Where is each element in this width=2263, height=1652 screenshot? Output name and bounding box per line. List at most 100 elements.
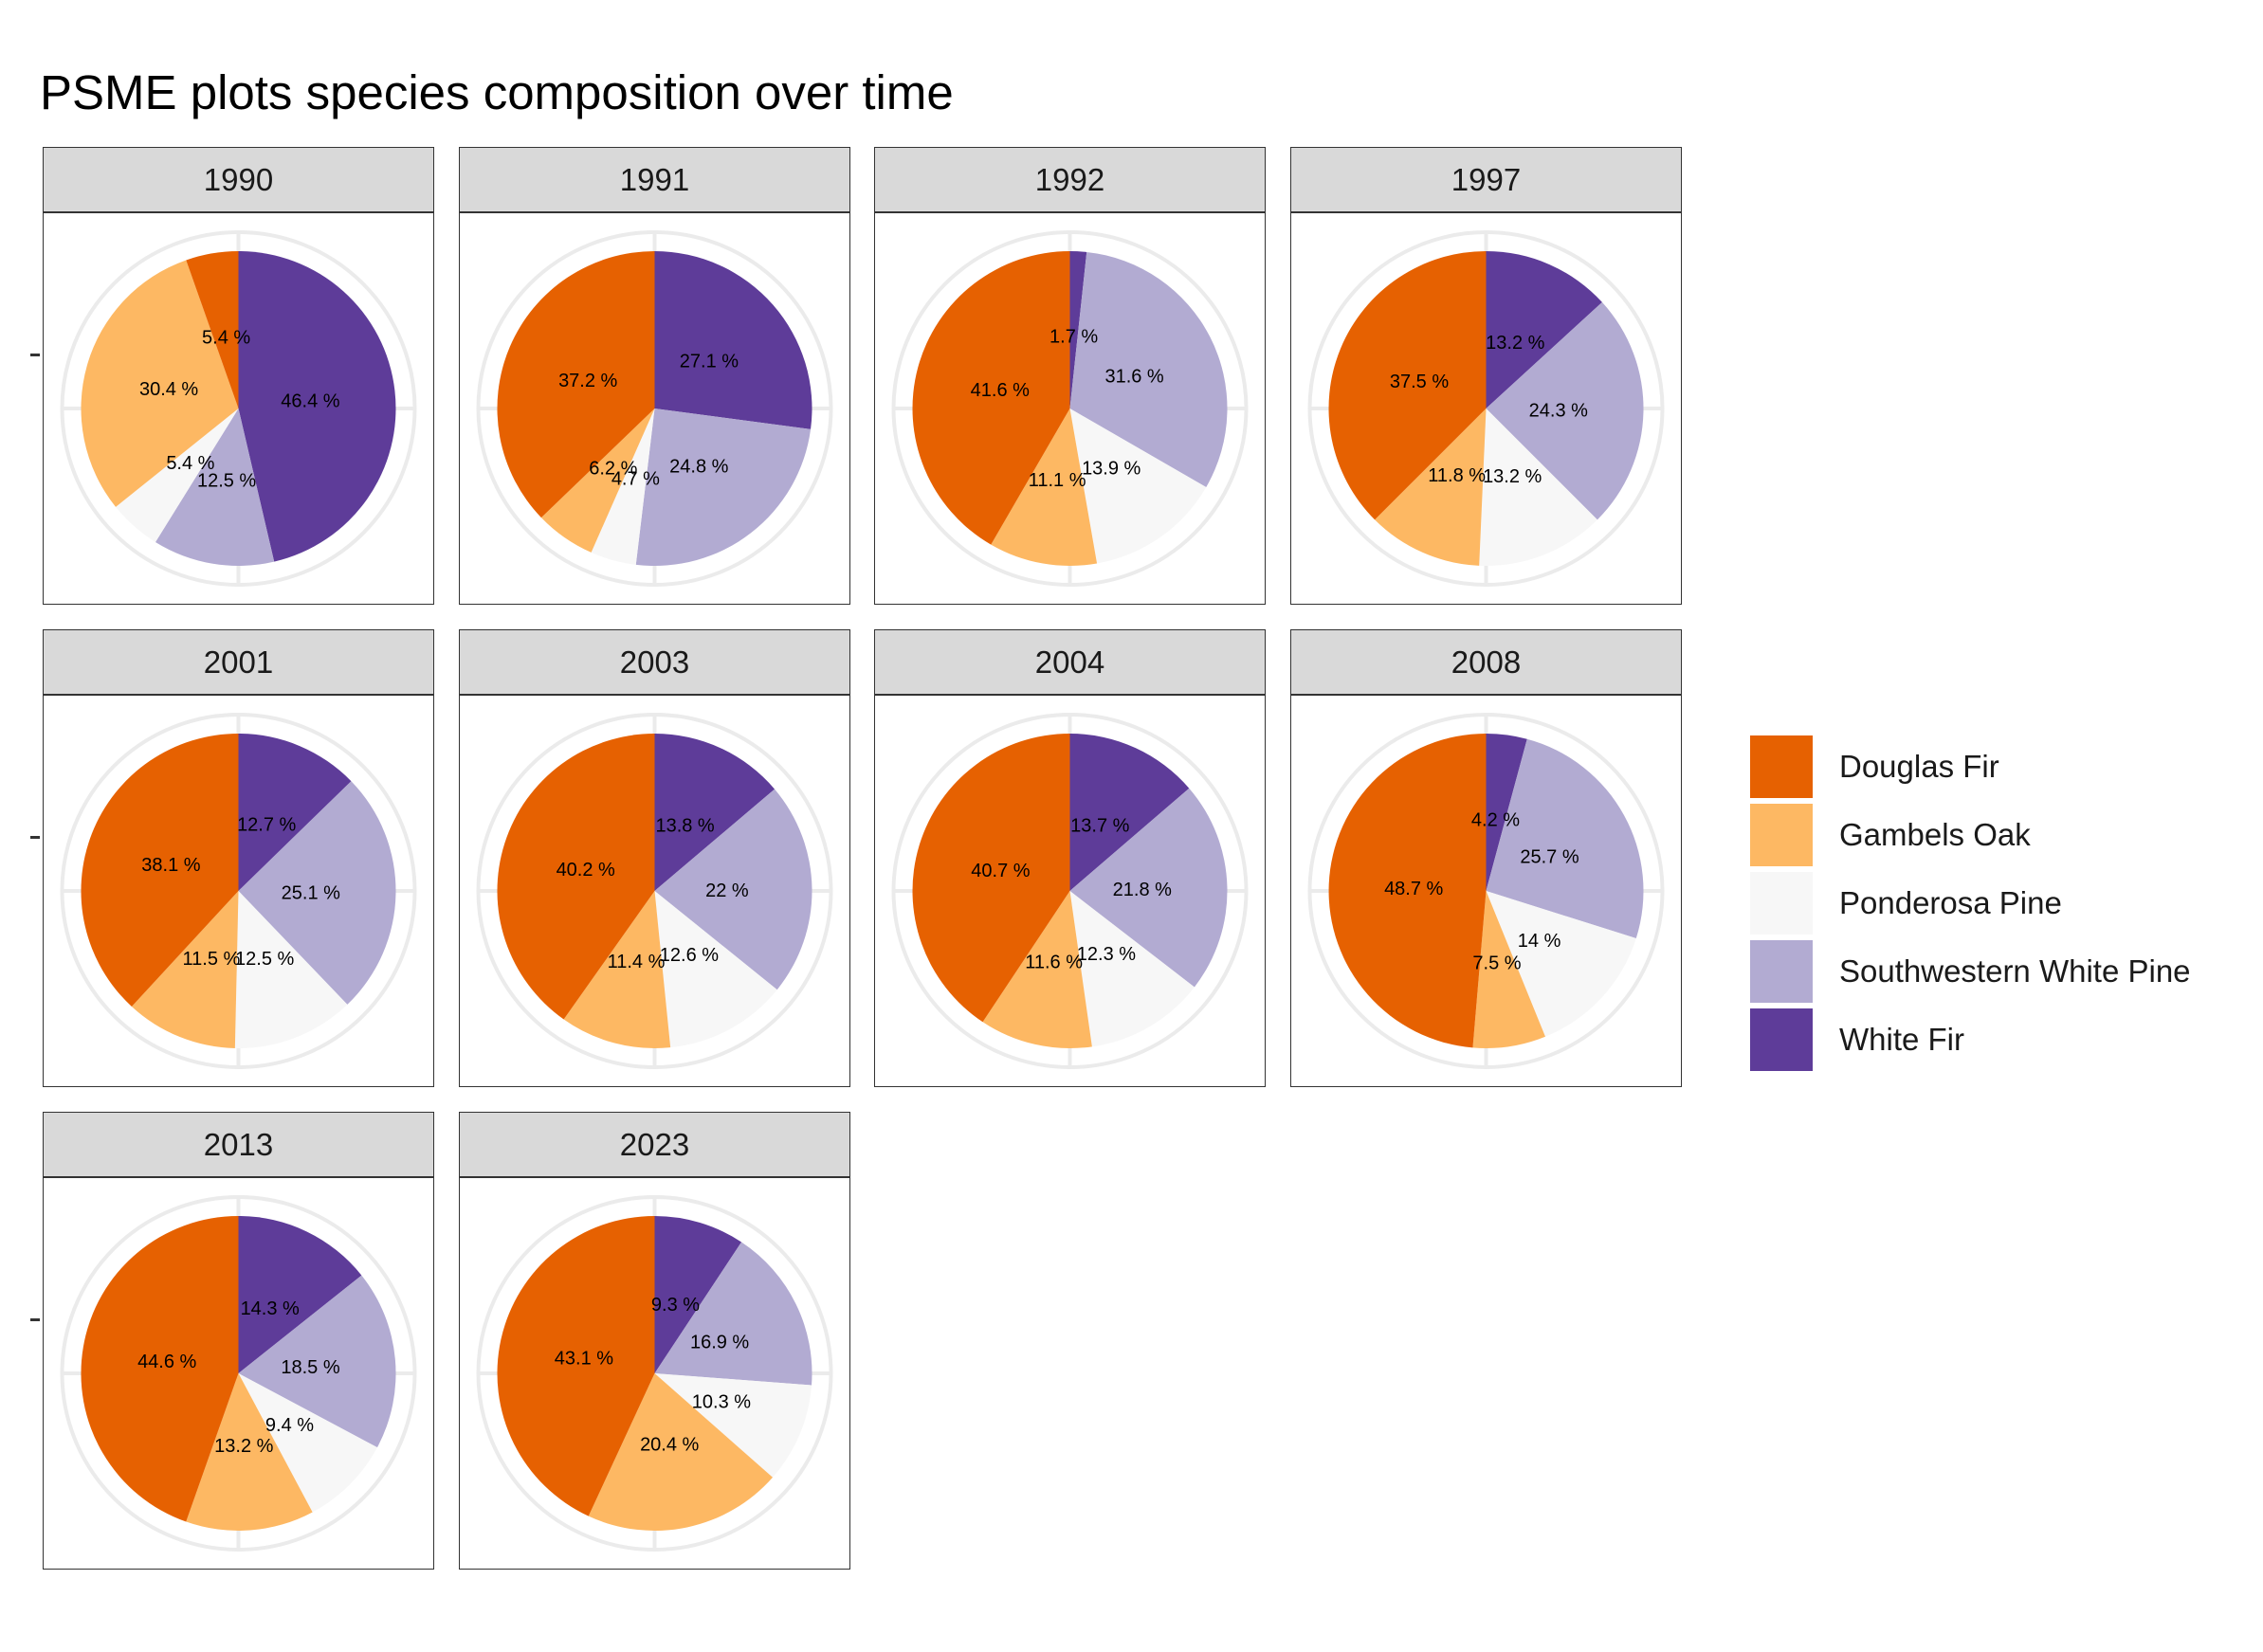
- slice-data-label: 30.4 %: [139, 379, 198, 400]
- pie-slice-white-fir: [238, 1216, 362, 1373]
- chart-title: PSME plots species composition over time: [40, 65, 954, 119]
- plot-area: 13.8 % 22 % 12.6 % 11.4 % 40.2 %: [459, 695, 850, 1087]
- pie-slice-ponderosa-pine: [116, 408, 239, 543]
- slice-data-label: 18.5 %: [281, 1357, 339, 1378]
- pie-slice-gambels-oak: [186, 1373, 313, 1532]
- facet-strip-label: 2001: [43, 629, 434, 696]
- legend-label: White Fir: [1839, 1022, 1964, 1057]
- slice-data-label: 43.1 %: [555, 1349, 613, 1370]
- pie-slice-southwestern-white-pine: [1486, 301, 1644, 520]
- plot-area: 13.2 % 24.3 % 13.2 % 11.8 % 37.5 %: [1290, 212, 1682, 605]
- slice-data-label: 12.3 %: [1077, 944, 1136, 965]
- facet-panel-2013: 2013 14.3 % 18.5 % 9.4 % 13.2 % 44.6 %: [43, 1112, 434, 1570]
- pie-slice-douglas-fir: [186, 251, 239, 408]
- plot-area: 13.7 % 21.8 % 12.3 % 11.6 % 40.7 %: [874, 695, 1266, 1087]
- slice-data-label: 25.1 %: [282, 882, 340, 903]
- facet-grid: 1990 46.4 % 12.5 % 5.4 % 30.4 % 5.4 % 1991 27.1…: [30, 147, 1682, 1570]
- facet-strip-label: 2008: [1290, 629, 1682, 696]
- slice-data-label: 1.7 %: [1049, 327, 1098, 348]
- pie-slice-southwestern-white-pine: [238, 781, 396, 1005]
- facet-strip-label: 2023: [459, 1112, 850, 1178]
- pie-chart: 12.7 % 25.1 % 12.5 %11.5 % 38.1 %: [60, 713, 417, 1069]
- pie-slice-douglas-fir: [497, 251, 655, 518]
- slice-data-label: 40.2 %: [557, 860, 615, 880]
- pie-slice-white-fir: [1069, 734, 1190, 891]
- slice-data-label: 13.2 %: [1486, 333, 1544, 354]
- pie-slice-douglas-fir: [497, 734, 655, 1020]
- pie-slice-white-fir: [1069, 251, 1087, 408]
- slice-data-label: 10.3 %: [692, 1392, 751, 1413]
- slice-data-label: 5.4 %: [202, 328, 250, 349]
- plot-area: 46.4 % 12.5 % 5.4 % 30.4 % 5.4 %: [43, 212, 434, 605]
- slice-data-label: 37.5 %: [1390, 372, 1449, 392]
- slice-data-label: 11.8 %: [1428, 465, 1486, 486]
- pie-slice-ponderosa-pine: [1069, 408, 1207, 564]
- legend-swatch: [1750, 1008, 1813, 1071]
- slice-data-label: 6.2 %: [589, 459, 637, 480]
- pie-slice-ponderosa-pine: [238, 1373, 377, 1513]
- pie-slice-gambels-oak: [991, 408, 1098, 566]
- y-axis-tick: [30, 836, 40, 839]
- pie-slice-gambels-oak: [563, 891, 671, 1048]
- slice-data-label: 11.5 %: [183, 949, 241, 970]
- slice-data-label: 5.4 %: [166, 453, 214, 474]
- pie-chart: 13.2 %24.3 %13.2 %11.8 %37.5 %: [1307, 230, 1665, 587]
- pie-slice-southwestern-white-pine: [238, 1275, 396, 1448]
- legend-swatch: [1750, 804, 1813, 866]
- facet-panel-2001: 2001 12.7 % 25.1 % 12.5 % 11.5 % 38.1 %: [43, 629, 434, 1087]
- pie-slice-white-fir: [654, 1216, 742, 1373]
- pie-chart: 4.2 %25.7 % 14 %7.5 % 48.7 %: [1307, 713, 1665, 1069]
- slice-data-label: 14 %: [1518, 931, 1561, 952]
- y-axis-tick: [30, 1318, 40, 1321]
- slice-data-label: 13.7 %: [1070, 816, 1129, 837]
- legend-swatch: [1750, 735, 1813, 798]
- pie-chart: 46.4 %12.5 %5.4 %30.4 %5.4 %: [60, 230, 417, 587]
- pie-slice-douglas-fir: [497, 1216, 655, 1516]
- slice-data-label: 13.8 %: [655, 816, 714, 837]
- pie-slice-gambels-oak: [1472, 891, 1545, 1048]
- slice-data-label: 21.8 %: [1113, 880, 1172, 900]
- pie-slice-ponderosa-pine: [1069, 891, 1195, 1047]
- pie-slice-white-fir: [654, 734, 776, 891]
- pie-slice-douglas-fir: [912, 734, 1070, 1023]
- facet-strip-label: 2004: [874, 629, 1266, 696]
- slice-data-label: 9.4 %: [265, 1415, 314, 1436]
- pie-slice-white-fir: [238, 734, 352, 891]
- pie-slice-ponderosa-pine: [1479, 408, 1597, 567]
- legend-label: Douglas Fir: [1839, 749, 1999, 784]
- facet-panel-1992: 1992 1.7 % 31.6 % 13.9 % 11.1 % 41.6 %: [874, 147, 1266, 605]
- facet-panel-2003: 2003 13.8 % 22 % 12.6 % 11.4 % 40.2 %: [459, 629, 850, 1087]
- slice-data-label: 12.7 %: [237, 815, 296, 836]
- pie-slice-ponderosa-pine: [591, 408, 655, 565]
- pie-slice-southwestern-white-pine: [1069, 251, 1228, 487]
- pie-slice-southwestern-white-pine: [635, 408, 812, 567]
- pie-chart: 1.7 % 31.6 % 13.9 %11.1 % 41.6 %: [891, 230, 1249, 587]
- pie-chart: 14.3 % 18.5 % 9.4 %13.2 % 44.6 %: [60, 1195, 417, 1552]
- plot-area: 1.7 % 31.6 % 13.9 % 11.1 % 41.6 %: [874, 212, 1266, 605]
- facet-panel-2008: 2008 4.2 % 25.7 % 14 % 7.5 % 48.7 %: [1290, 629, 1682, 1087]
- slice-data-label: 38.1 %: [141, 855, 200, 876]
- facet-strip-label: 1992: [874, 147, 1266, 213]
- pie-slice-douglas-fir: [912, 251, 1070, 545]
- slice-data-label: 11.1 %: [1029, 470, 1086, 491]
- slice-data-label: 12.5 %: [235, 949, 294, 970]
- facet-panel-1991: 1991 27.1 % 24.8 % 4.7 % 6.2 % 37.2 %: [459, 147, 850, 605]
- slice-data-label: 48.7 %: [1384, 879, 1443, 899]
- facet-strip-label: 2013: [43, 1112, 434, 1178]
- slice-data-label: 27.1 %: [680, 352, 739, 372]
- slice-data-label: 16.9 %: [690, 1332, 749, 1352]
- plot-area: 14.3 % 18.5 % 9.4 % 13.2 % 44.6 %: [43, 1177, 434, 1570]
- legend-swatch: [1750, 940, 1813, 1003]
- pie-slice-gambels-oak: [1375, 408, 1487, 566]
- slice-data-label: 20.4 %: [640, 1435, 699, 1456]
- facet-strip-label: 1997: [1290, 147, 1682, 213]
- facet-strip-label: 1990: [43, 147, 434, 213]
- slice-data-label: 22 %: [705, 880, 749, 901]
- legend-swatch: [1750, 872, 1813, 935]
- pie-slice-white-fir: [1486, 734, 1527, 891]
- legend-label: Gambels Oak: [1839, 817, 2031, 852]
- facet-panel-1990: 1990 46.4 % 12.5 % 5.4 % 30.4 % 5.4 %: [43, 147, 434, 605]
- pie-slice-gambels-oak: [540, 408, 655, 553]
- facet-strip-label: 1991: [459, 147, 850, 213]
- slice-data-label: 4.7 %: [611, 469, 660, 490]
